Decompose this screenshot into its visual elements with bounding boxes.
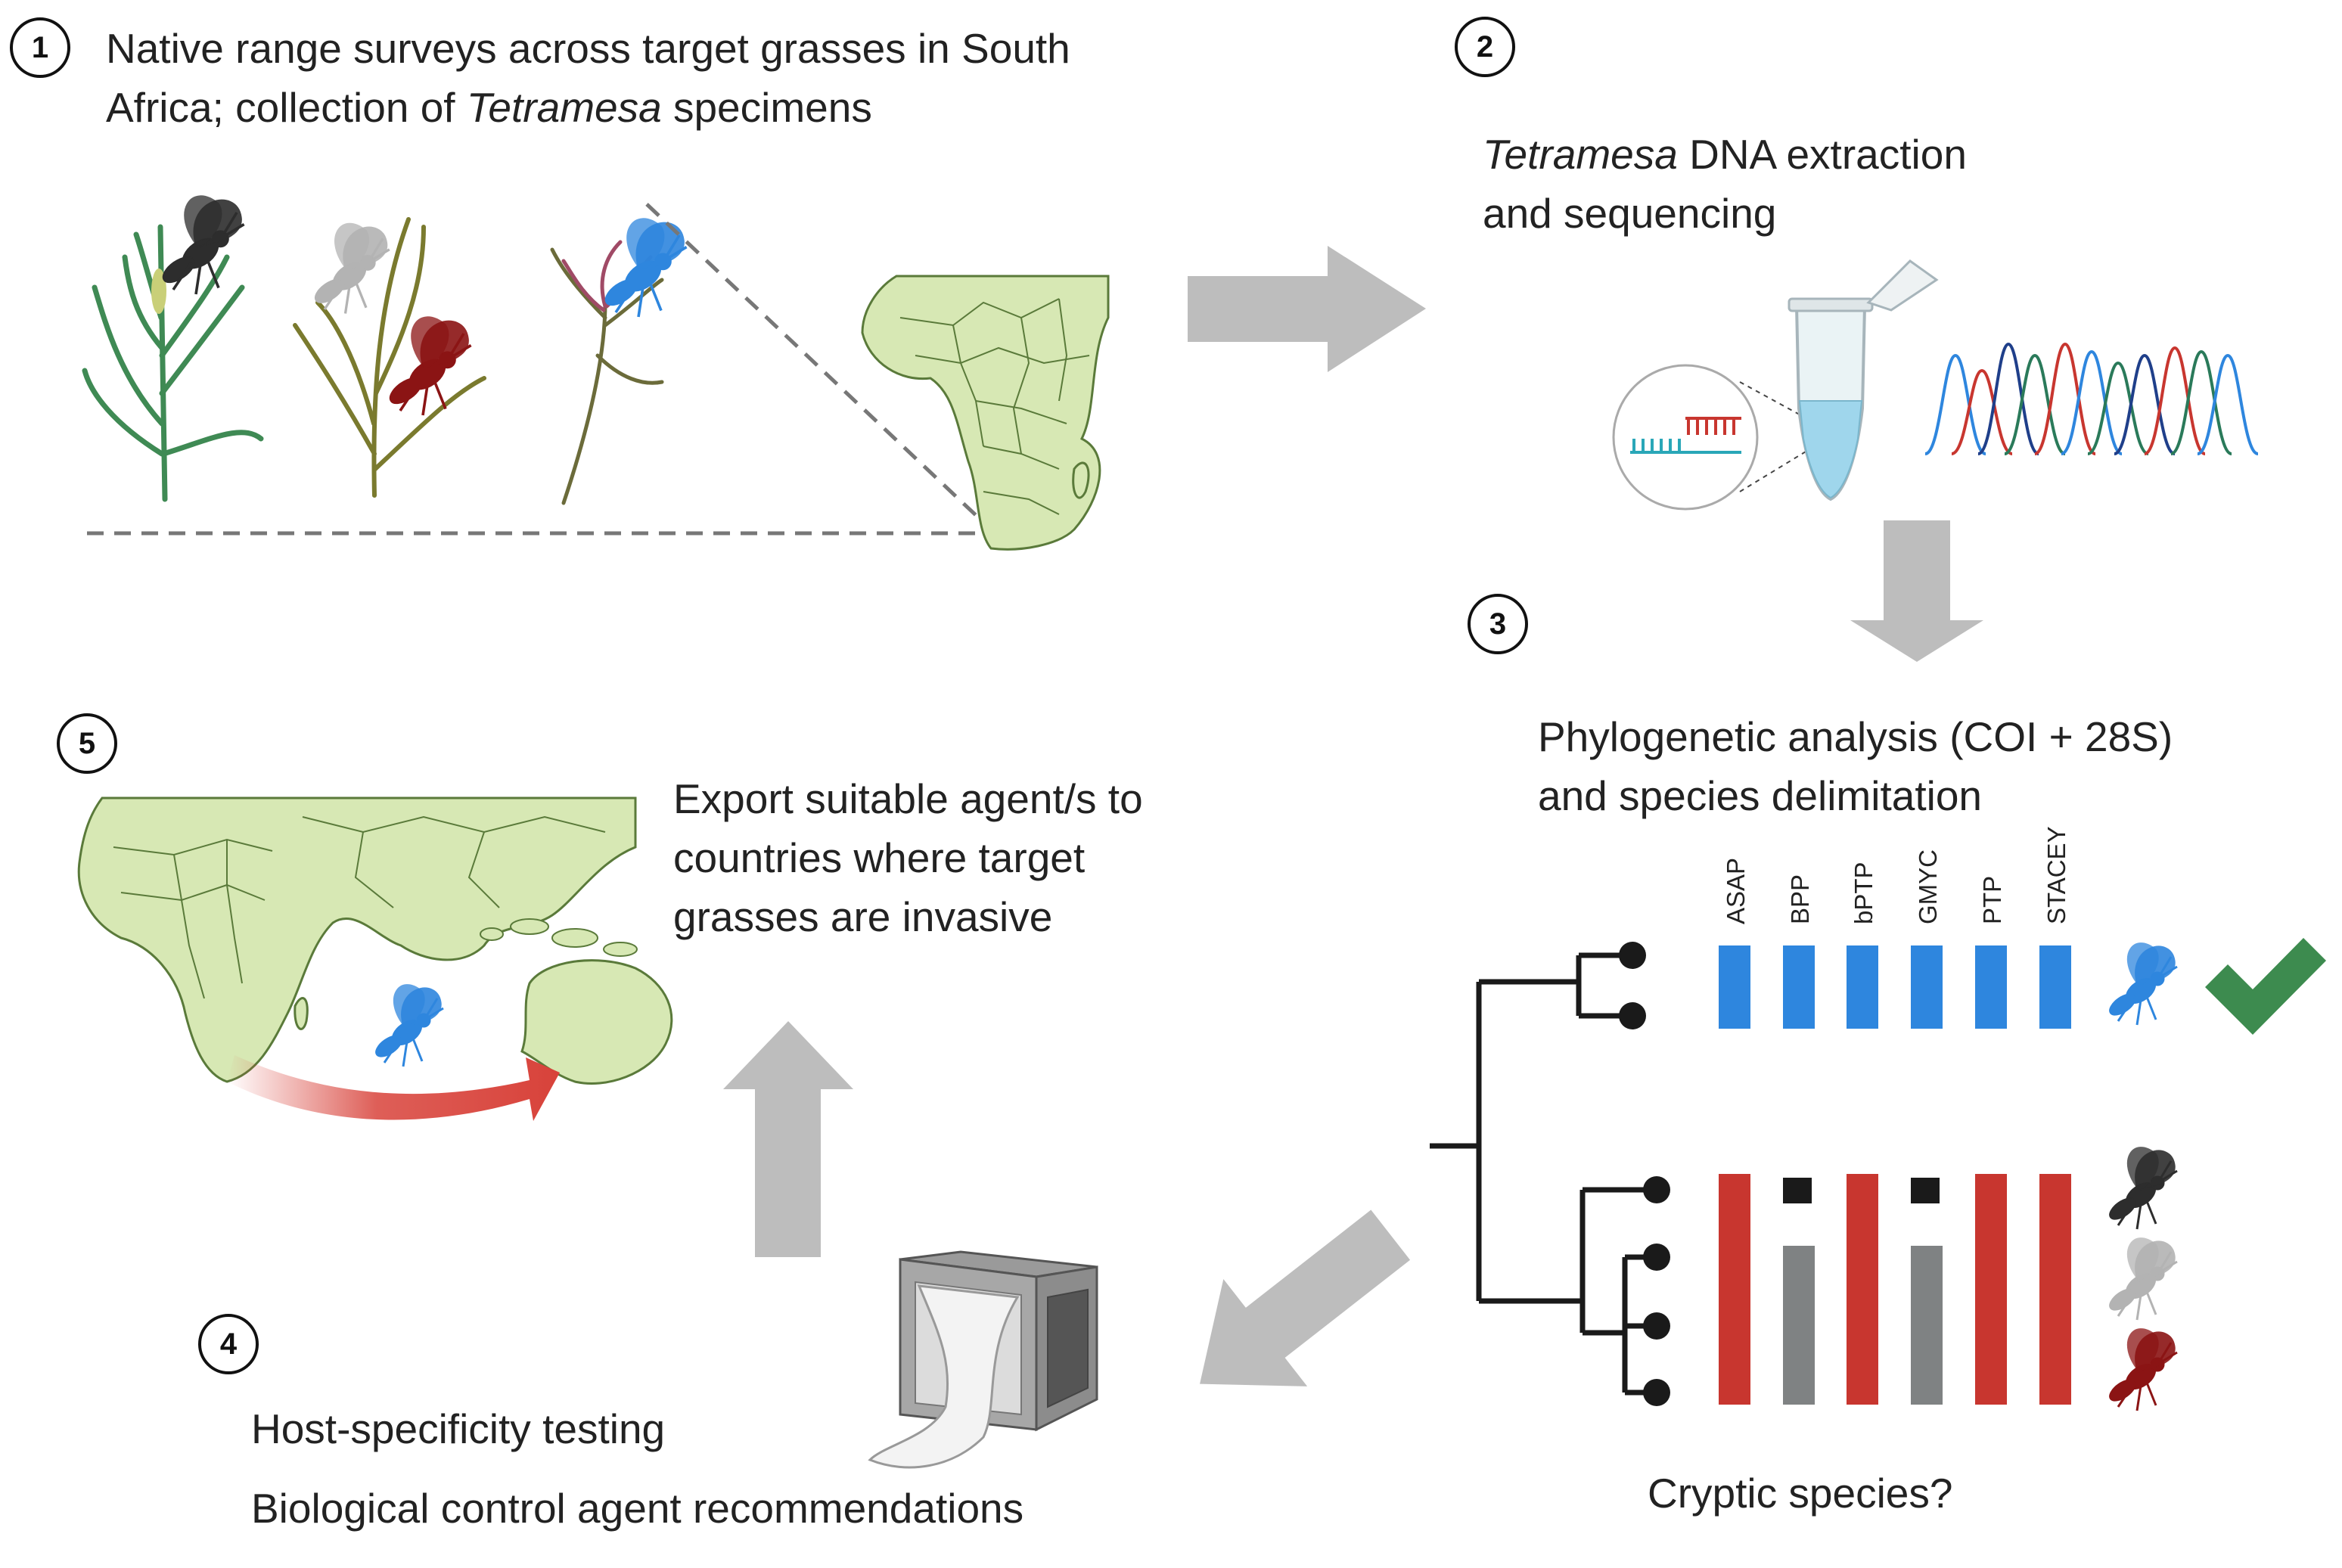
cage-icon: [868, 1250, 1098, 1469]
step-5-line-1: Export suitable agent/s to: [673, 775, 1143, 822]
step-3-text: Phylogenetic analysis (COI + 28S) and sp…: [1538, 707, 2173, 825]
step-1-line-2a: Africa; collection of: [106, 84, 467, 131]
wasp-icon: [384, 315, 473, 417]
step-2-text: Tetramesa DNA extraction and sequencing: [1483, 125, 1967, 243]
wasp-icon: [599, 217, 688, 318]
step-2-italic: Tetramesa: [1483, 131, 1678, 178]
grass-plant-icon: [293, 217, 486, 498]
tube-icon: [1788, 259, 1939, 501]
step-1-italic: Tetramesa: [466, 84, 662, 131]
dna-icon: [1612, 364, 1828, 511]
step-3-badge: 3: [1468, 594, 1528, 654]
step-1-badge: 1: [10, 17, 70, 78]
step-5-line-3: grasses are invasive: [673, 893, 1053, 940]
wasp-icon: [2104, 1327, 2179, 1412]
wasp-icon: [2104, 1237, 2179, 1321]
step-5-line-2: countries where target: [673, 834, 1086, 881]
arrow-2-to-3: [1850, 520, 1983, 662]
wasp-icon: [309, 222, 391, 315]
step-4-badge: 4: [198, 1314, 259, 1374]
wasp-icon: [371, 983, 445, 1068]
step-2-line-1: Tetramesa DNA extraction: [1483, 125, 1967, 184]
step-3-line-1: Phylogenetic analysis (COI + 28S): [1538, 713, 2173, 760]
step-2-badge: 2: [1455, 17, 1515, 77]
wasp-icon: [2104, 942, 2179, 1026]
chromatogram-icon: [1924, 342, 2259, 455]
method-label-asap: ASAP: [1722, 858, 1750, 924]
checkmark-icon: [2205, 938, 2326, 1035]
step-3-line-2: and species delimitation: [1538, 772, 1983, 819]
step-5-text: Export suitable agent/s to countries whe…: [673, 769, 1143, 946]
grass-plant-icon: [82, 224, 264, 502]
step-4-line-2: Biological control agent recommendations: [251, 1485, 1024, 1532]
africa-map-icon: [861, 275, 1110, 551]
arrow-3-to-4: [1200, 1209, 1411, 1386]
delimitation-bars: [1719, 945, 2071, 1405]
world-map-icon: [77, 796, 673, 1085]
arrow-1-to-2: [1188, 246, 1426, 372]
method-label-stacey: STACEY: [2042, 826, 2070, 924]
step-1-tail: specimens: [661, 84, 872, 131]
step-4-line-1: Host-specificity testing: [251, 1405, 666, 1452]
step-2-line-1a: DNA extraction: [1677, 131, 1967, 178]
cryptic-species-label: Cryptic species?: [1648, 1470, 1953, 1517]
step-1-text: Native range surveys across target grass…: [106, 19, 1070, 137]
zoom-lines: [87, 203, 992, 536]
step-5-badge: 5: [57, 713, 117, 774]
step-1-line-1: Native range surveys across target grass…: [106, 25, 1070, 72]
arrow-4-to-5: [723, 1021, 853, 1257]
method-label-bpp: BPP: [1786, 874, 1814, 924]
tree-tips: [1619, 942, 1670, 1406]
method-label-bptp: bPTP: [1850, 862, 1878, 924]
step-2-line-2: and sequencing: [1483, 190, 1777, 237]
step-1-line-2: Africa; collection of Tetramesa specimen…: [106, 78, 1070, 137]
method-label-gmyc: GMYC: [1914, 849, 1942, 924]
method-label-ptp: PTP: [1978, 876, 2006, 924]
export-arrow: [227, 1055, 560, 1121]
wasp-icon: [2104, 1146, 2179, 1231]
wasp-icon: [157, 194, 246, 296]
